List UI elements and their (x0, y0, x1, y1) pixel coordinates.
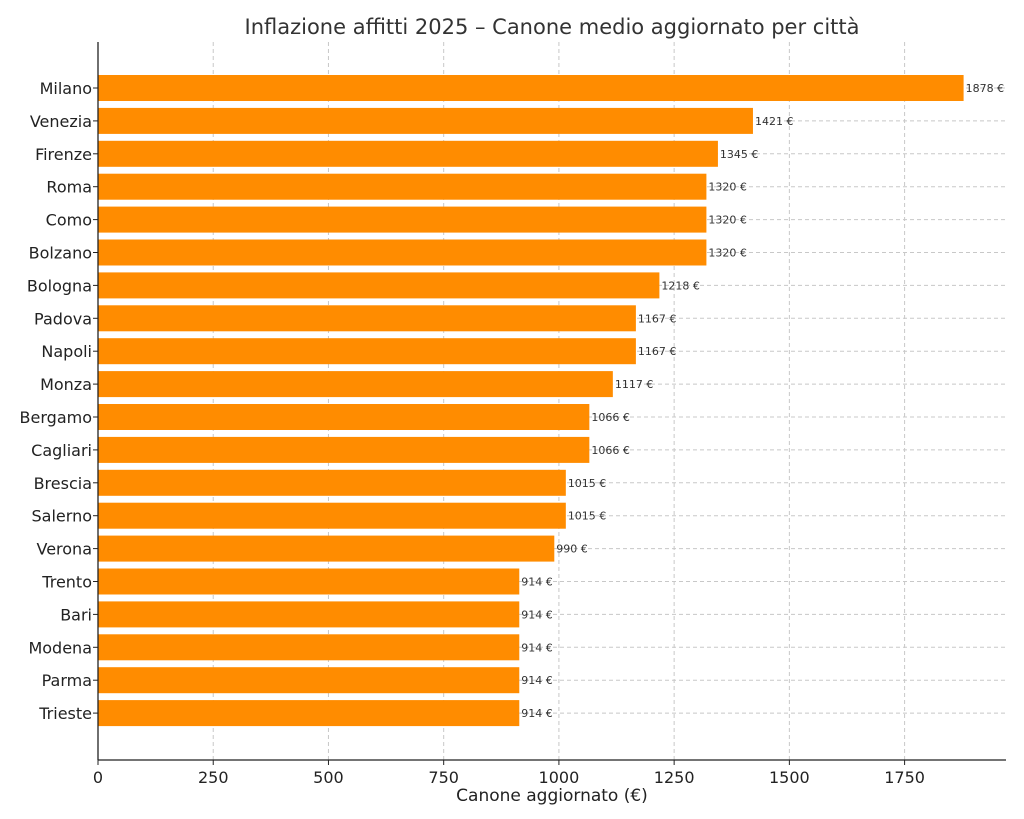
data-label: 1320 € (708, 214, 747, 227)
chart-title: Inflazione affitti 2025 – Canone medio a… (245, 15, 860, 39)
data-label: 1117 € (615, 378, 654, 391)
x-tick-label: 1500 (769, 768, 810, 787)
x-tick-label: 1250 (654, 768, 695, 787)
data-label: 1015 € (568, 477, 607, 490)
y-tick-label: Venezia (30, 112, 92, 131)
data-label: 1218 € (661, 279, 700, 292)
bar-firenze (98, 140, 718, 167)
bar-trieste (98, 700, 520, 727)
y-tick-label: Monza (40, 375, 92, 394)
bar-bergamo (98, 404, 590, 430)
bar-bologna (98, 272, 660, 299)
x-tick-label: 250 (198, 768, 229, 787)
y-tick-label: Trieste (38, 704, 92, 723)
bar-parma (98, 667, 520, 694)
data-label: 1345 € (720, 148, 759, 161)
y-tick-label: Roma (46, 178, 92, 197)
labels-layer: 1878 € 1421 € 1345 € 1320 € 1320 € 1320 € 1218… (521, 82, 1004, 720)
y-tick-label: Parma (42, 671, 92, 690)
data-label: 914 € (521, 608, 553, 621)
bar-cagliari (98, 436, 590, 463)
bar-monza (98, 371, 613, 398)
data-label: 1015 € (568, 510, 607, 523)
bar-modena (98, 634, 520, 661)
data-label: 1167 € (638, 312, 677, 325)
bar-venezia (98, 107, 753, 134)
bar-trento (98, 568, 520, 595)
bar-padova (98, 305, 636, 332)
y-tick-label: Bergamo (20, 408, 92, 427)
y-tick-label: Milano (40, 79, 92, 98)
y-tick-label: Firenze (35, 145, 92, 164)
data-label: 914 € (521, 641, 553, 654)
x-tick-labels: 0 250 500 750 1000 1250 1500 1750 (93, 760, 925, 787)
data-label: 914 € (521, 707, 553, 720)
data-label: 1167 € (638, 345, 677, 358)
x-axis-label: Canone aggiornato (€) (456, 786, 648, 806)
bar-brescia (98, 469, 566, 496)
grid-layer (98, 42, 1006, 760)
data-label: 1878 € (966, 82, 1005, 95)
x-tick-label: 1000 (539, 768, 580, 787)
x-tick-label: 750 (428, 768, 459, 787)
y-tick-label: Trento (41, 573, 92, 592)
y-tick-label: Verona (36, 540, 92, 559)
y-tick-label: Brescia (34, 474, 92, 493)
x-tick-label: 500 (313, 768, 344, 787)
y-tick-label: Como (46, 211, 92, 230)
y-tick-label: Napoli (41, 342, 92, 361)
x-tick-label: 0 (93, 768, 103, 787)
y-tick-label: Modena (28, 638, 92, 657)
y-tick-label: Bari (60, 605, 92, 624)
bar-bolzano (98, 239, 707, 266)
data-label: 1066 € (591, 411, 630, 424)
bar-milano (98, 75, 964, 101)
data-label: 1066 € (591, 444, 630, 457)
data-label: 990 € (556, 543, 588, 556)
y-tick-label: Padova (34, 309, 92, 328)
data-label: 914 € (521, 576, 553, 589)
data-label: 1320 € (708, 181, 747, 194)
data-label: 1421 € (755, 115, 794, 128)
bar-napoli (98, 338, 636, 365)
y-tick-labels: Milano Venezia Firenze Roma Como Bolzano Bolog… (20, 79, 98, 723)
bars-layer (98, 75, 964, 727)
y-tick-label: Salerno (32, 507, 92, 526)
bar-bari (98, 601, 520, 628)
bar-verona (98, 535, 555, 562)
y-tick-label: Cagliari (31, 441, 92, 460)
data-label: 1320 € (708, 247, 747, 260)
bar-salerno (98, 502, 566, 529)
bar-roma (98, 173, 707, 200)
y-tick-label: Bolzano (29, 244, 92, 263)
bar-como (98, 206, 707, 233)
data-label: 914 € (521, 674, 553, 687)
y-tick-label: Bologna (27, 276, 92, 295)
x-tick-label: 1750 (884, 768, 925, 787)
